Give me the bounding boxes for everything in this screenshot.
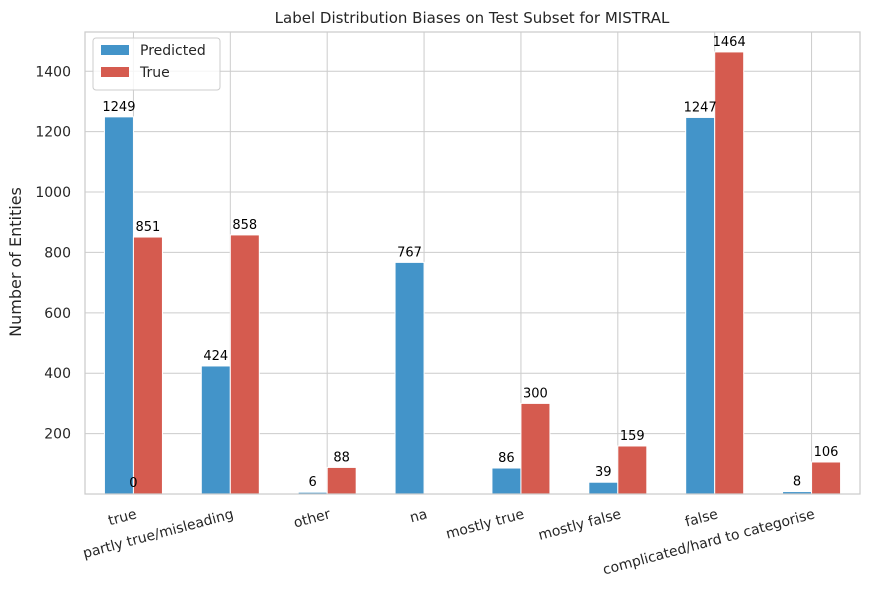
bar-true <box>520 402 551 495</box>
bar-predicted <box>491 467 522 495</box>
y-tick-label: 1000 <box>35 185 71 201</box>
bar-predicted <box>685 116 716 495</box>
data-label: 1249 <box>102 100 135 115</box>
data-label: 851 <box>136 220 161 235</box>
data-label: 858 <box>232 218 257 233</box>
x-tick-label: mostly false <box>537 506 623 543</box>
bar-predicted <box>103 116 134 495</box>
bar-predicted <box>588 481 619 495</box>
data-label: 300 <box>523 386 548 401</box>
y-axis-label: Number of Entities <box>6 187 25 337</box>
x-tick-label: mostly true <box>444 506 526 542</box>
bar-predicted <box>200 365 231 495</box>
data-label: 8 <box>793 475 801 490</box>
legend-swatch-predicted <box>101 45 129 55</box>
bar-true <box>229 234 260 495</box>
data-label: 39 <box>595 465 612 480</box>
data-label: 86 <box>498 451 515 466</box>
legend-label-true: True <box>139 65 170 81</box>
data-label: 424 <box>203 349 228 364</box>
data-label: 1464 <box>713 35 746 50</box>
bar-true <box>132 236 163 495</box>
x-tick-label: false <box>683 506 719 530</box>
y-tick-label: 800 <box>44 245 71 261</box>
legend-label-predicted: Predicted <box>140 43 206 59</box>
chart-title: Label Distribution Biases on Test Subset… <box>275 9 670 27</box>
x-tick-label: partly true/misleading <box>81 506 235 562</box>
x-tick-label: na <box>408 506 429 526</box>
bar-true <box>617 445 648 495</box>
data-labels: 1249 424 6 767 86 39 1247 8 851 858 88 300 159 1464 10… <box>102 35 838 491</box>
data-label: 6 <box>309 475 317 490</box>
data-label: 106 <box>814 445 839 460</box>
bar-true <box>811 461 842 495</box>
y-tick-label: 600 <box>44 306 71 322</box>
bar-true <box>714 51 745 495</box>
data-label: 159 <box>620 429 645 444</box>
bars <box>103 51 842 495</box>
bar-true <box>326 466 357 495</box>
data-label: 88 <box>333 450 350 465</box>
y-tick-label: 1400 <box>35 64 71 80</box>
y-ticks: 200 400 600 800 1000 1200 1400 <box>35 64 71 442</box>
x-tick-label: other <box>292 506 332 531</box>
data-label: 767 <box>397 245 422 260</box>
data-label: 1247 <box>684 100 717 115</box>
plot-frame <box>84 31 861 495</box>
data-label-zero: 0 <box>129 476 137 491</box>
x-tick-label: true <box>107 506 139 529</box>
y-tick-label: 400 <box>44 366 71 382</box>
legend-swatch-true <box>101 67 129 77</box>
legend: Predicted True <box>92 37 221 91</box>
bar-predicted <box>394 261 425 495</box>
y-tick-label: 200 <box>44 427 71 443</box>
y-tick-label: 1200 <box>35 125 71 141</box>
